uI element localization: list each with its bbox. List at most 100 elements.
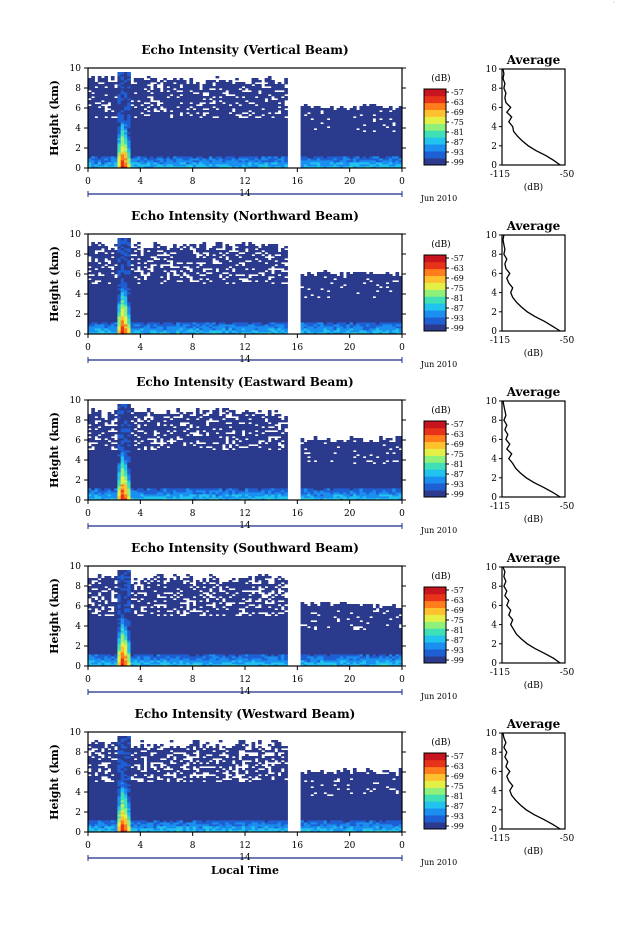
- heatmap-cell: [153, 102, 157, 104]
- colorbar-swatch: [424, 130, 446, 137]
- heatmap-cell: [163, 78, 167, 80]
- heatmap-cell: [95, 118, 99, 120]
- heatmap-cell: [258, 84, 262, 86]
- heatmap-cell: [127, 72, 131, 74]
- heatmap-cell: [216, 110, 220, 112]
- heatmap-cell: [180, 116, 184, 118]
- heatmap-cell: [255, 84, 259, 86]
- heatmap-cell: [252, 104, 256, 106]
- heatmap-cell: [196, 274, 200, 276]
- heatmap-cell: [206, 114, 210, 116]
- heatmap-cell: [180, 96, 184, 98]
- heatmap-cell: [153, 78, 157, 80]
- heatmap-cell: [206, 256, 210, 258]
- heatmap-cell: [196, 248, 200, 250]
- heatmap-cell: [222, 80, 226, 82]
- heatmap-cell: [150, 78, 154, 80]
- heatmap-cell: [193, 84, 197, 86]
- y-tick-label: 2: [75, 144, 81, 154]
- heatmap-cell: [242, 98, 246, 100]
- heatmap-cell: [111, 82, 115, 84]
- heatmap-cell: [261, 110, 265, 112]
- average-y-tick-label: 4: [491, 123, 497, 133]
- heatmap-cell: [265, 84, 269, 86]
- heatmap-cell: [176, 276, 180, 278]
- heatmap-cell: [235, 98, 239, 100]
- heatmap-cell: [196, 106, 200, 108]
- heatmap-cell: [193, 244, 197, 246]
- heatmap-cell: [95, 254, 99, 256]
- heatmap-cell: [134, 118, 138, 120]
- heatmap-cell: [189, 92, 193, 94]
- heatmap-cell: [189, 116, 193, 118]
- heatmap-cell: [111, 76, 115, 78]
- heatmap-cell: [144, 268, 148, 270]
- heatmap-cell: [278, 108, 282, 110]
- heatmap-cell: [180, 278, 184, 280]
- colorbar-swatch: [424, 117, 446, 124]
- heatmap-cell: [147, 104, 151, 106]
- heatmap-cell: [134, 78, 138, 80]
- heatmap-cell: [108, 250, 112, 252]
- heatmap-cell: [150, 272, 154, 274]
- colorbar-swatch: [424, 158, 446, 165]
- heatmap-cell: [373, 122, 377, 124]
- heatmap-cell: [98, 264, 102, 266]
- heatmap-cell: [202, 264, 206, 266]
- average-x-unit: (dB): [524, 182, 543, 193]
- heatmap-cell: [137, 102, 141, 104]
- heatmap-cell: [173, 90, 177, 92]
- heatmap-cell: [373, 104, 377, 106]
- heatmap-cell: [225, 82, 229, 84]
- heatmap-cell: [199, 256, 203, 258]
- heatmap-cell: [104, 118, 108, 120]
- heatmap-cell: [111, 112, 115, 114]
- heatmap-cell: [202, 110, 206, 112]
- heatmap-cell: [170, 118, 174, 120]
- heatmap-cell: [108, 106, 112, 108]
- heatmap-cell: [95, 104, 99, 106]
- heatmap-cell: [379, 112, 383, 114]
- date-label: Jun 2010: [420, 194, 457, 203]
- heatmap-cell: [163, 260, 167, 262]
- heatmap-cell: [144, 110, 148, 112]
- heatmap-cell: [199, 90, 203, 92]
- heatmap-cell: [95, 244, 99, 246]
- heatmap-cell: [186, 114, 190, 116]
- heatmap-cell: [157, 82, 161, 84]
- date-tick-label: 14: [239, 189, 251, 199]
- heatmap-cell: [248, 84, 252, 86]
- heatmap-cell: [134, 256, 138, 258]
- panel-title: Echo Intensity (Northward Beam): [131, 209, 359, 223]
- heatmap-cell: [232, 96, 236, 98]
- heatmap-cell: [199, 266, 203, 268]
- heatmap-cell: [389, 106, 393, 108]
- heatmap-cell: [98, 282, 102, 284]
- heatmap-cell: [160, 284, 164, 286]
- heatmap-cell: [160, 104, 164, 106]
- x-tick-label: 0: [85, 177, 91, 187]
- heatmap-cell: [209, 90, 213, 92]
- heatmap-cell: [314, 106, 318, 108]
- x-tick-label: 8: [190, 177, 196, 187]
- heatmap-cell: [183, 80, 187, 82]
- heatmap-cell: [95, 270, 99, 272]
- heatmap-cell: [327, 128, 331, 130]
- heatmap-cell: [163, 82, 167, 84]
- heatmap-cell: [150, 106, 154, 108]
- heatmap-cell: [284, 118, 288, 120]
- average-y-tick-label: 6: [491, 103, 497, 113]
- heatmap-cell: [373, 132, 377, 134]
- heatmap-cell: [216, 118, 220, 120]
- heatmap-cell: [111, 118, 115, 120]
- heatmap-cell: [114, 98, 118, 100]
- heatmap-cell: [163, 256, 167, 258]
- heatmap-cell: [386, 128, 390, 130]
- heatmap-cell: [379, 120, 383, 122]
- heatmap-cell: [268, 76, 272, 78]
- heatmap-cell: [104, 266, 108, 268]
- heatmap-cell: [180, 272, 184, 274]
- heatmap-cell: [170, 254, 174, 256]
- heatmap-cell: [170, 96, 174, 98]
- average-y-tick-label: 2: [491, 142, 497, 152]
